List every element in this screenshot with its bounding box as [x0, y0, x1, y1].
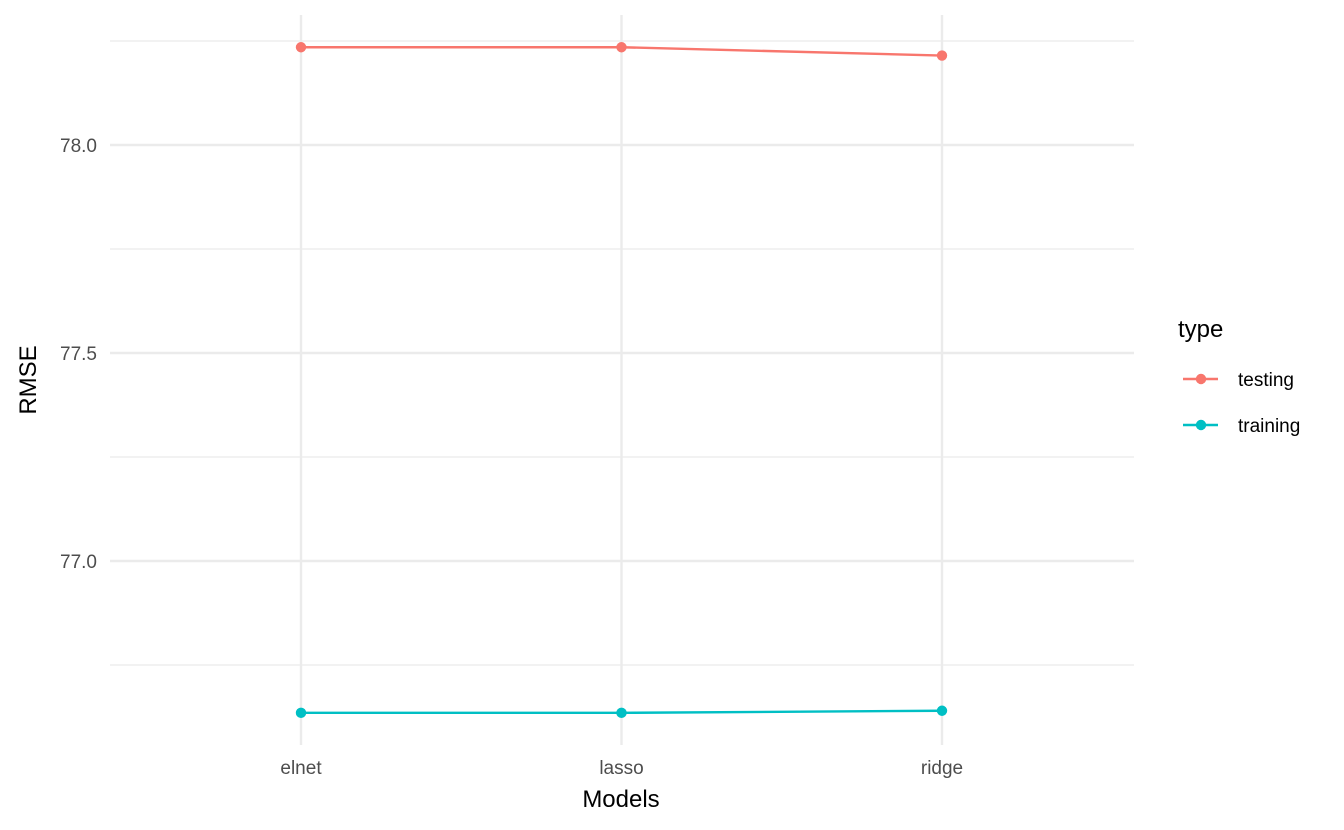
- legend-title: type: [1178, 316, 1223, 343]
- legend: type testing training: [1178, 316, 1300, 437]
- legend-entries: testing training: [1183, 370, 1300, 437]
- major-gridlines: [110, 15, 1134, 745]
- data-point-testing: [295, 42, 307, 53]
- legend-label-training: training: [1238, 416, 1300, 437]
- y-axis-title: RMSE: [15, 345, 42, 414]
- legend-label-testing: testing: [1238, 370, 1294, 391]
- legend-key-point: [1195, 419, 1207, 431]
- data-point-training: [295, 707, 307, 719]
- legend-key-point: [1195, 373, 1207, 385]
- y-tick-label: 77.0: [60, 552, 97, 573]
- x-axis-ticks: elnet lasso ridge: [280, 758, 963, 779]
- x-tick-label: elnet: [280, 758, 322, 779]
- y-tick-label: 77.5: [60, 344, 97, 365]
- y-tick-label: 78.0: [60, 136, 97, 157]
- data-point-testing: [616, 42, 627, 53]
- data-point-testing: [936, 50, 948, 61]
- y-axis-ticks: 77.0 77.5 78.0: [60, 136, 97, 573]
- series-layer: [295, 42, 948, 719]
- data-point-training: [936, 705, 948, 716]
- x-axis-title: Models: [582, 786, 659, 813]
- x-tick-label: ridge: [921, 758, 963, 779]
- data-point-training: [616, 707, 627, 719]
- x-tick-label: lasso: [599, 758, 643, 779]
